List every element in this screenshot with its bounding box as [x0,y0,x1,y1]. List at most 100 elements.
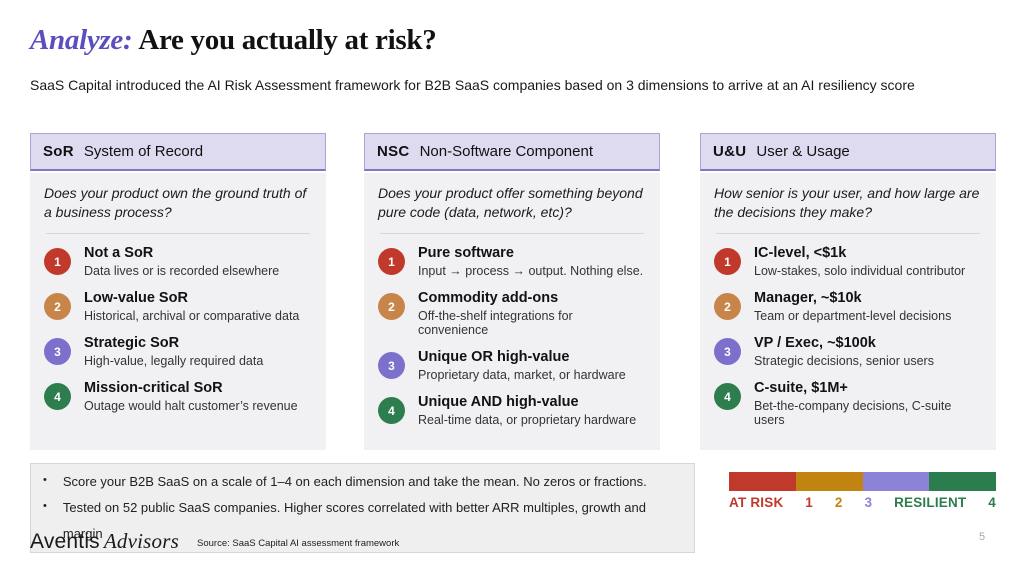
subtitle: SaaS Capital introduced the AI Risk Asse… [30,77,915,93]
scale-item: 2 Low-value SoR Historical, archival or … [44,290,312,323]
page-number: 5 [979,531,986,543]
scale-item-title: Pure software [418,245,514,261]
at-risk-label: AT RISK [729,495,784,510]
level-2-badge: 2 [378,293,405,320]
scale-item-text: Not a SoR Data lives or is recorded else… [84,245,279,278]
scale-item-title: Mission-critical SoR [84,380,223,396]
scale-item-desc: Low-stakes, solo individual contributor [754,264,966,278]
scale-item-text: Manager, ~$10k Team or department-level … [754,290,951,323]
scale-item-desc: Proprietary data, market, or hardware [418,368,626,382]
dimension-body-uu: How senior is your user, and how large a… [700,173,996,450]
scale-item: 3 Strategic SoR High-value, legally requ… [44,335,312,368]
level-4-badge: 4 [714,383,741,410]
dimension-question: How senior is your user, and how large a… [714,185,980,220]
scale-item-desc: Strategic decisions, senior users [754,354,934,368]
scale-item-title: Low-value SoR [84,290,188,306]
scale-item-desc: Bet-the-company decisions, C-suite users [754,399,952,427]
company-logo: Aventis Advisors [30,529,179,554]
scale-item-text: Commodity add-ons Off-the-shelf integrat… [418,290,646,337]
resilient-label: RESILIENT [894,495,967,510]
scale-item-title: Not a SoR [84,245,154,261]
scale-item: 4 Mission-critical SoR Outage would halt… [44,380,312,413]
logo-suffix: Advisors [103,529,179,553]
scale-item-text: Mission-critical SoR Outage would halt c… [84,380,298,413]
scale-item-title: Manager, ~$10k [754,290,862,306]
level-3-badge: 3 [714,338,741,365]
scale-item-desc: High-value, legally required data [84,354,264,368]
scale-item-desc: Off-the-shelf integrations for convenien… [418,309,573,337]
scale-item-title: Unique AND high-value [418,394,579,410]
scale-item: 2 Commodity add-ons Off-the-shelf integr… [378,290,646,337]
dimension-abbr: NSC [377,143,410,160]
scale-item-title: VP / Exec, ~$100k [754,335,876,351]
risk-scale-legend: AT RISK 1 2 3 RESILIENT 4 [729,472,996,510]
bullet-icon: • [43,474,47,486]
scale-item-title: Commodity add-ons [418,290,559,306]
scale-segment-4 [929,472,996,491]
dimension-header-uu: U&U User & Usage [700,133,996,171]
level-2-badge: 2 [44,293,71,320]
scale-item-text: VP / Exec, ~$100k Strategic decisions, s… [754,335,934,368]
title-rest: Are you actually at risk? [138,24,437,56]
title-accent: Analyze: [30,24,133,56]
divider [380,233,644,234]
scale-label-3: 3 [864,495,873,510]
scale-label-2: 2 [834,495,843,510]
scale-segment-2 [795,472,863,491]
dimension-card-uu: U&U User & Usage How senior is your user… [700,133,996,450]
scale-item-text: Unique AND high-value Real-time data, or… [418,394,636,427]
scale-label-4: 4 [988,495,996,510]
scale-item-desc: Real-time data, or proprietary hardware [418,413,637,427]
dimension-body-nsc: Does your product offer something beyond… [364,173,660,450]
method-notes-box: • Score your B2B SaaS on a scale of 1–4 … [30,463,695,553]
scale-segment-3 [862,472,930,491]
level-3-badge: 3 [378,352,405,379]
scale-item-desc: Historical, archival or comparative data [84,309,300,323]
bullet-icon: • [43,500,47,512]
scale-item-desc: Data lives or is recorded elsewhere [84,264,280,278]
dimension-card-nsc: NSC Non-Software Component Does your pro… [364,133,660,450]
scale-item-text: IC-level, <$1k Low-stakes, solo individu… [754,245,965,278]
scale-item: 1 Not a SoR Data lives or is recorded el… [44,245,312,278]
scale-item-text: Unique OR high-value Proprietary data, m… [418,349,626,382]
level-4-badge: 4 [44,383,71,410]
scale-item-title: C-suite, $1M+ [754,380,848,396]
dimension-abbr: SoR [43,143,74,160]
scale-item-text: Strategic SoR High-value, legally requir… [84,335,263,368]
scale-label-1: 1 [805,495,813,510]
risk-scale-bar [729,472,996,491]
source-note: Source: SaaS Capital AI assessment frame… [197,538,400,549]
scale-segment-1 [729,472,796,491]
page-title: Analyze: Are you actually at risk? [30,24,437,57]
dimension-header-nsc: NSC Non-Software Component [364,133,660,171]
dimension-name: Non-Software Component [419,143,594,160]
scale-item: 3 VP / Exec, ~$100k Strategic decisions,… [714,335,982,368]
scale-item-text: C-suite, $1M+ Bet-the-company decisions,… [754,380,982,427]
scale-item-desc: Input → process → output. Nothing else. [418,264,644,278]
scale-item-title: Unique OR high-value [418,349,570,365]
scale-item: 1 Pure software Input → process → output… [378,245,646,278]
level-1-badge: 1 [714,248,741,275]
note-text: Tested on 52 public SaaS companies. High… [62,500,646,541]
scale-item-title: Strategic SoR [84,335,180,351]
risk-scale-labels: AT RISK 1 2 3 RESILIENT 4 [729,495,996,510]
scale-item-title: IC-level, <$1k [754,245,847,261]
dimension-name: System of Record [83,143,204,160]
level-1-badge: 1 [44,248,71,275]
level-1-badge: 1 [378,248,405,275]
scale-item: 4 C-suite, $1M+ Bet-the-company decision… [714,380,982,427]
note-text: Score your B2B SaaS on a scale of 1–4 on… [62,474,647,489]
note-line: • Tested on 52 public SaaS companies. Hi… [43,495,682,547]
logo-name: Aventis [30,530,100,553]
dimension-body-sor: Does your product own the ground truth o… [30,173,326,450]
scale-item-desc: Team or department-level decisions [754,309,952,323]
level-3-badge: 3 [44,338,71,365]
scale-item-text: Pure software Input → process → output. … [418,245,643,278]
dimension-abbr: U&U [713,143,747,160]
scale-item: 4 Unique AND high-value Real-time data, … [378,394,646,427]
dimension-question: Does your product own the ground truth o… [44,185,307,220]
scale-item-desc: Outage would halt customer’s revenue [84,399,298,413]
note-line: • Score your B2B SaaS on a scale of 1–4 … [43,469,682,495]
dimension-question: Does your product offer something beyond… [378,185,643,220]
